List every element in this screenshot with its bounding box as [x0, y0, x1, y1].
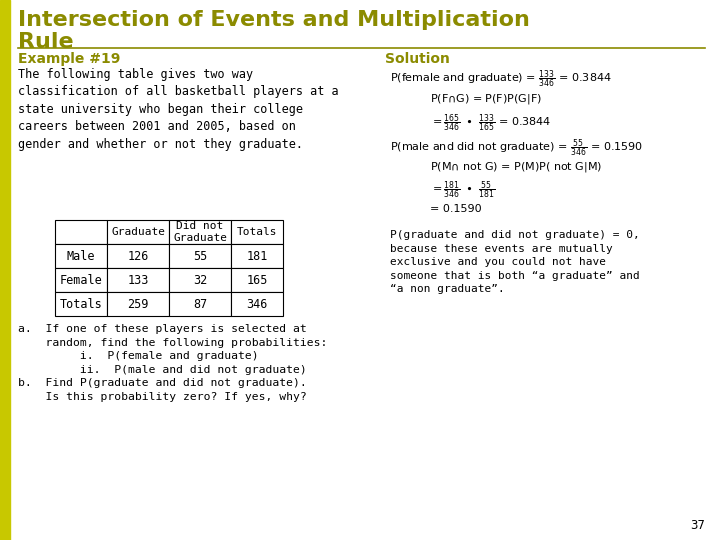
Bar [231, 220, 283, 244]
Text: Example #19: Example #19 [18, 52, 120, 66]
Bar [55, 244, 107, 268]
Bar [107, 292, 169, 316]
Text: Totals: Totals [237, 227, 277, 237]
Text: Rule: Rule [18, 32, 73, 52]
Text: Graduate: Graduate [111, 227, 165, 237]
Text: 165: 165 [246, 273, 268, 287]
Text: P(graduate and did not graduate) = 0,
because these events are mutually
exclusiv: P(graduate and did not graduate) = 0, be… [390, 230, 640, 294]
Text: P(M$\cap$ not G) = P(M)P( not G|M): P(M$\cap$ not G) = P(M)P( not G|M) [430, 160, 602, 174]
Text: Female: Female [60, 273, 102, 287]
Bar [231, 292, 283, 316]
Text: The following table gives two way
classification of all basketball players at a
: The following table gives two way classi… [18, 68, 338, 151]
Bar [169, 268, 231, 292]
Text: Did not
Graduate: Did not Graduate [173, 221, 227, 243]
Text: 133: 133 [127, 273, 149, 287]
Text: = 0.1590: = 0.1590 [430, 204, 482, 214]
Bar [107, 244, 169, 268]
Text: 55: 55 [193, 249, 207, 262]
Bar [107, 268, 169, 292]
Text: 87: 87 [193, 298, 207, 310]
Text: a.  If one of these players is selected at
    random, find the following probab: a. If one of these players is selected a… [18, 324, 328, 402]
Text: 181: 181 [246, 249, 268, 262]
Bar [55, 292, 107, 316]
Text: 32: 32 [193, 273, 207, 287]
Bar [231, 244, 283, 268]
Text: $= \frac{165}{346}\ \bullet\ \frac{133}{165}$ = 0.3844: $= \frac{165}{346}\ \bullet\ \frac{133}{… [430, 113, 552, 134]
Text: 126: 126 [127, 249, 149, 262]
Text: Totals: Totals [60, 298, 102, 310]
Bar [55, 268, 107, 292]
Text: Intersection of Events and Multiplication: Intersection of Events and Multiplicatio… [18, 10, 530, 30]
Text: 259: 259 [127, 298, 149, 310]
Bar [55, 220, 107, 244]
Bar [169, 220, 231, 244]
Bar [107, 220, 169, 244]
Text: P(male and did not graduate) = $\frac{55}{346}$ = 0.1590: P(male and did not graduate) = $\frac{55… [390, 138, 643, 159]
Text: 346: 346 [246, 298, 268, 310]
Text: P(F$\cap$G) = P(F)P(G|F): P(F$\cap$G) = P(F)P(G|F) [430, 92, 542, 106]
Text: Solution: Solution [385, 52, 450, 66]
Bar [169, 244, 231, 268]
Bar [169, 292, 231, 316]
Text: 37: 37 [690, 519, 705, 532]
Text: Male: Male [67, 249, 95, 262]
Bar [231, 268, 283, 292]
Text: P(female and graduate) = $\frac{133}{346}$ = 0.3844: P(female and graduate) = $\frac{133}{346… [390, 69, 612, 91]
Bar [0, 0, 10, 540]
Text: $= \frac{181}{346}\ \bullet\ \frac{55}{181}$: $= \frac{181}{346}\ \bullet\ \frac{55}{1… [430, 180, 495, 201]
